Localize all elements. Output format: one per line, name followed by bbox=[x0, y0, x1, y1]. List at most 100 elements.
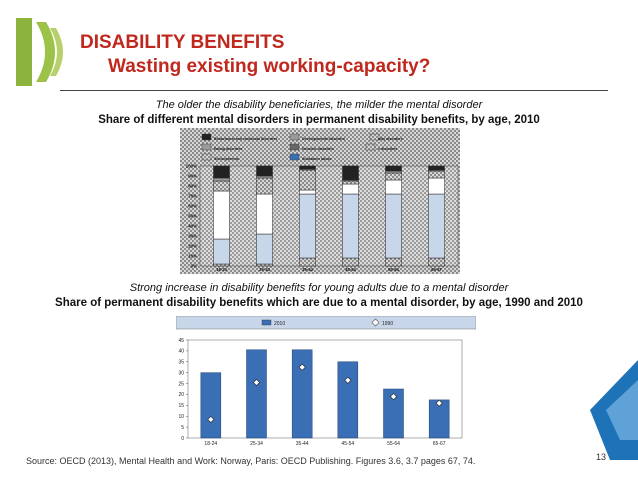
legend-swatch bbox=[201, 133, 212, 141]
x-tick-label: 45-54 bbox=[341, 441, 354, 447]
y-tick-label: 10 bbox=[178, 414, 184, 420]
chart1-subtitle: The older the disability beneficiaries, … bbox=[155, 99, 483, 111]
y-tick-label: 0% bbox=[191, 264, 197, 269]
stacked-bar-segment bbox=[299, 257, 316, 267]
stacked-bar-segment bbox=[299, 189, 316, 195]
legend-label: Developmental disorders bbox=[302, 137, 345, 141]
y-tick-label: 20 bbox=[178, 392, 184, 398]
legend-label: 2010 bbox=[274, 321, 285, 327]
legend-swatch bbox=[201, 153, 212, 161]
y-tick-label: 20% bbox=[188, 244, 197, 249]
legend-swatch-2010 bbox=[261, 319, 272, 326]
y-tick-label: 100% bbox=[186, 164, 197, 169]
y-tick-label: 15 bbox=[178, 403, 184, 409]
page-number: 13 bbox=[596, 452, 607, 462]
marker-1990 bbox=[344, 376, 352, 384]
stacked-bar-segment bbox=[428, 257, 445, 267]
y-tick-label: 90% bbox=[188, 174, 197, 179]
legend-swatch bbox=[365, 143, 376, 151]
y-tick-label: 10% bbox=[188, 254, 197, 259]
stacked-bar-chart: Behavioural and emotional disorders Devel… bbox=[180, 128, 460, 274]
marker-1990 bbox=[298, 363, 306, 371]
y-tick-label: 25 bbox=[178, 381, 184, 387]
legend-label: ality disorders bbox=[378, 137, 403, 141]
stacked-bar-segment bbox=[256, 263, 273, 267]
bar-2010 bbox=[246, 349, 267, 439]
x-tick-label: 45-54 bbox=[345, 267, 356, 272]
y-tick-label: 30% bbox=[188, 234, 197, 239]
stacked-bar-segment bbox=[299, 193, 316, 259]
plot-frame bbox=[199, 165, 459, 267]
legend-label: e disorders bbox=[378, 147, 397, 151]
y-tick-label: 0 bbox=[181, 436, 184, 442]
stacked-bar-segment bbox=[256, 233, 273, 265]
chart2-subtitle: Strong increase in disability benefits f… bbox=[129, 282, 509, 294]
stacked-bar-segment bbox=[256, 177, 273, 195]
marker-1990 bbox=[207, 415, 215, 424]
marker-1990 bbox=[389, 393, 398, 401]
stacked-bar-segment bbox=[342, 180, 359, 185]
x-tick-label: 25-34 bbox=[259, 267, 270, 272]
legend-label: 1990 bbox=[382, 321, 393, 327]
stacked-bar-segment bbox=[256, 193, 273, 235]
y-tick-label: 30 bbox=[178, 370, 184, 376]
chart1-title: Share of different mental disorders in p… bbox=[98, 114, 540, 126]
x-tick-label: 65-67 bbox=[431, 267, 442, 272]
y-tick-label: 50% bbox=[188, 214, 197, 219]
chart2-title: Share of permanent disability benefits w… bbox=[55, 297, 583, 309]
y-tick-label: 45 bbox=[178, 338, 184, 344]
stacked-bar-segment bbox=[385, 172, 402, 181]
x-tick-label: 55-64 bbox=[387, 441, 400, 447]
plot-area bbox=[200, 166, 458, 266]
stacked-bar-segment bbox=[385, 170, 402, 174]
stacked-bar-segment bbox=[213, 180, 230, 192]
bar-chart: 2010 1990 0 5 10 15 20 25 30 35 40 45 18-24 25-34 35… bbox=[176, 316, 476, 447]
bar-2010 bbox=[200, 372, 222, 439]
stacked-bar-segment bbox=[342, 257, 359, 267]
header-divider bbox=[60, 90, 608, 91]
legend-label: Substance abuse bbox=[302, 157, 332, 161]
stacked-bar-segment bbox=[213, 177, 230, 182]
x-tick-label: 35-44 bbox=[302, 267, 313, 272]
stacked-bar-segment bbox=[342, 193, 359, 259]
y-tick-label: 80% bbox=[188, 184, 197, 189]
legend-label: Neurotic disorders bbox=[302, 147, 334, 151]
y-tick-label: 5 bbox=[181, 425, 184, 431]
plot-frame bbox=[187, 339, 463, 439]
y-tick-label: 35 bbox=[178, 360, 184, 366]
x-tick-label: 25-34 bbox=[250, 441, 263, 447]
stacked-bar-segment bbox=[299, 165, 316, 170]
stacked-bar-segment bbox=[213, 263, 230, 267]
x-tick-label: 35-44 bbox=[296, 441, 309, 447]
stacked-bar-segment bbox=[385, 165, 402, 172]
y-tick-label: 40% bbox=[188, 224, 197, 229]
x-tick-label: 65-67 bbox=[433, 441, 446, 447]
legend-marker-1990 bbox=[371, 318, 380, 327]
x-tick-label: 18-24 bbox=[204, 441, 217, 447]
stacked-bar-segment bbox=[342, 165, 359, 181]
legend-label: Schizophrenia bbox=[214, 157, 240, 161]
page-subtitle: Wasting existing working-capacity? bbox=[108, 56, 431, 77]
y-tick-label: 40 bbox=[178, 349, 184, 355]
stacked-bar-segment bbox=[385, 257, 402, 267]
x-tick-label: 18-24 bbox=[216, 267, 227, 272]
legend-box bbox=[176, 316, 476, 330]
stacked-bar-segment bbox=[299, 169, 316, 191]
stacked-bar-segment bbox=[385, 193, 402, 259]
legend-swatch bbox=[201, 143, 212, 151]
x-tick-label: 55-64 bbox=[388, 267, 399, 272]
y-tick-label: 70% bbox=[188, 194, 197, 199]
oecd-logo-icon bbox=[16, 18, 63, 86]
y-tick-label: 60% bbox=[188, 204, 197, 209]
legend-swatch bbox=[289, 133, 300, 141]
legend-swatch bbox=[289, 153, 300, 161]
corner-arrow-icon bbox=[590, 360, 638, 460]
stacked-bar-segment bbox=[428, 165, 445, 171]
stacked-bar-segment bbox=[342, 183, 359, 195]
legend-swatch bbox=[289, 143, 300, 151]
marker-1990 bbox=[252, 378, 261, 387]
stacked-bar-segment bbox=[428, 177, 445, 195]
stacked-bar-segment bbox=[213, 190, 230, 240]
legend-swatch bbox=[369, 133, 380, 141]
stacked-bar-segment bbox=[213, 238, 230, 265]
